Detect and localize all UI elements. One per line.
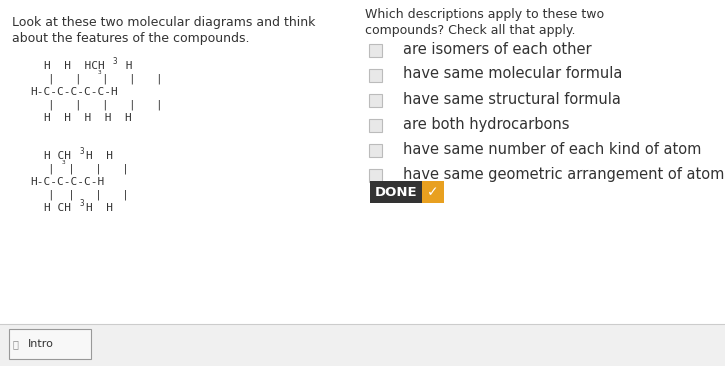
Text: |   |   |   |   |: | | | | | <box>48 74 162 85</box>
FancyBboxPatch shape <box>370 143 383 157</box>
Text: about the features of the compounds.: about the features of the compounds. <box>12 32 249 45</box>
Text: H  H: H H <box>86 151 113 161</box>
Text: |   |   |   |   |: | | | | | <box>48 100 162 111</box>
Text: H  H: H H <box>86 203 113 213</box>
Text: have same structural formula: have same structural formula <box>403 92 621 107</box>
FancyBboxPatch shape <box>370 119 383 131</box>
Text: 3: 3 <box>80 147 85 156</box>
Text: H-C-C-C-C-C-H: H-C-C-C-C-C-H <box>30 87 117 97</box>
Text: 3: 3 <box>98 70 102 75</box>
Text: H CH: H CH <box>44 151 71 161</box>
Text: H CH: H CH <box>44 203 71 213</box>
Text: are isomers of each other: are isomers of each other <box>403 41 592 56</box>
Text: |  |   |   |: | | | | <box>48 164 129 175</box>
FancyBboxPatch shape <box>9 329 91 359</box>
Bar <box>422 181 444 203</box>
Text: Which descriptions apply to these two: Which descriptions apply to these two <box>365 8 604 21</box>
Text: H: H <box>119 61 133 71</box>
Text: DONE: DONE <box>375 186 418 198</box>
Text: 3: 3 <box>62 160 66 165</box>
Text: compounds? Check all that apply.: compounds? Check all that apply. <box>365 24 576 37</box>
Text: 3: 3 <box>113 57 117 66</box>
Text: have same number of each kind of atom: have same number of each kind of atom <box>403 142 701 157</box>
Bar <box>0 324 725 366</box>
FancyBboxPatch shape <box>370 44 383 56</box>
Text: have same molecular formula: have same molecular formula <box>403 67 622 82</box>
Text: are both hydrocarbons: are both hydrocarbons <box>403 116 570 131</box>
FancyBboxPatch shape <box>370 93 383 107</box>
Bar <box>370 181 422 203</box>
Text: have same geometric arrangement of atoms: have same geometric arrangement of atoms <box>403 167 725 182</box>
FancyBboxPatch shape <box>370 68 383 82</box>
Text: H  H  H  H  H: H H H H H <box>44 113 132 123</box>
Text: Look at these two molecular diagrams and think: Look at these two molecular diagrams and… <box>12 16 315 29</box>
Text: Intro: Intro <box>28 339 54 349</box>
Text: 🔊: 🔊 <box>13 339 19 349</box>
Text: H-C-C-C-C-H: H-C-C-C-C-H <box>30 177 104 187</box>
Text: |  |   |   |: | | | | <box>48 190 129 201</box>
FancyBboxPatch shape <box>370 168 383 182</box>
Text: H  H  HCH: H H HCH <box>44 61 104 71</box>
Text: ✓: ✓ <box>427 185 439 199</box>
Text: 3: 3 <box>80 199 85 208</box>
